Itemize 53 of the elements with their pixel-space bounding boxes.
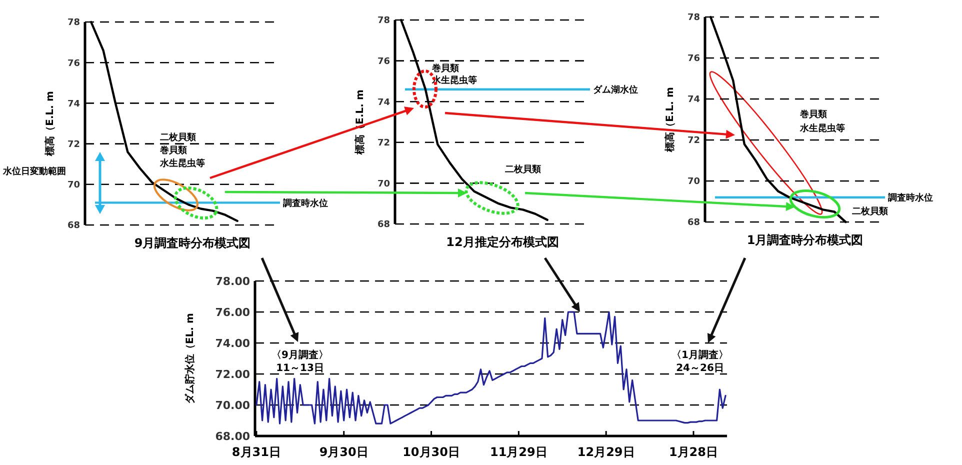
annotation: 巻貝類 bbox=[159, 145, 187, 156]
x-tick-label: 10月30日 bbox=[402, 445, 460, 459]
y-tick-label: 76 bbox=[67, 58, 80, 69]
annotation: 11～13日 bbox=[276, 363, 324, 374]
ref-line-label: 調査時水位 bbox=[887, 192, 933, 204]
y-tick-label: 78 bbox=[67, 18, 80, 28]
annotation: 巻貝類 bbox=[431, 63, 459, 74]
text: 9月調査時分布模式図 bbox=[134, 236, 251, 250]
annotation: 二枚貝類 bbox=[505, 164, 541, 175]
y-tick-label: 68.00 bbox=[215, 430, 250, 443]
y-axis-title: ダム貯水位（EL. m bbox=[184, 313, 196, 404]
y-tick-label: 74 bbox=[67, 99, 80, 110]
y-tick-label: 72 bbox=[377, 138, 390, 149]
x-tick-label: 8月31日 bbox=[232, 445, 281, 459]
y-axis-title: 標高（E.L. m bbox=[664, 87, 676, 153]
ref-line-label: ダム湖水位 bbox=[593, 84, 638, 96]
y-tick-label: 70.00 bbox=[215, 398, 250, 412]
line-series bbox=[256, 311, 726, 424]
y-tick-label: 76 bbox=[377, 56, 390, 67]
y-tick-label: 72 bbox=[67, 140, 80, 150]
annotation: 〈1月調査〉 bbox=[672, 349, 728, 361]
y-tick-label: 78.00 bbox=[215, 274, 250, 288]
y-tick-label: 76.00 bbox=[215, 306, 250, 319]
annotation: 水生昆虫等 bbox=[159, 158, 205, 169]
x-tick-label: 1月28日 bbox=[668, 445, 718, 459]
y-tick-label: 68 bbox=[377, 220, 390, 230]
y-tick-label: 68 bbox=[687, 218, 700, 228]
y-tick-label: 78 bbox=[687, 13, 700, 24]
annotation: 巻貝類 bbox=[799, 109, 827, 120]
x-tick-label: 9月30日 bbox=[319, 445, 368, 459]
annotation: 〈9月調査〉 bbox=[272, 349, 328, 361]
annotation: 二枚貝類 bbox=[852, 206, 888, 217]
y-tick-label: 70 bbox=[67, 180, 80, 191]
y-axis-title: 標高（E.L. m bbox=[44, 91, 56, 157]
y-tick-label: 74 bbox=[687, 95, 700, 106]
y-tick-label: 68 bbox=[67, 221, 80, 232]
annotation: 24～26日 bbox=[676, 363, 724, 374]
annotation: 水生昆虫等 bbox=[799, 123, 845, 134]
x-tick-label: 11月29日 bbox=[490, 445, 548, 459]
y-tick-label: 74.00 bbox=[215, 336, 250, 350]
y-tick-label: 72 bbox=[687, 136, 700, 146]
y-tick-label: 74 bbox=[377, 98, 390, 108]
y-tick-label: 72.00 bbox=[215, 368, 250, 381]
text: 12月推定分布模式図 bbox=[446, 235, 559, 249]
y-tick-label: 70 bbox=[377, 179, 390, 190]
x-tick-label: 12月29日 bbox=[577, 445, 635, 459]
text: 1月調査時分布模式図 bbox=[746, 233, 864, 247]
annotation: 二枚貝類 bbox=[160, 132, 196, 143]
text: 水位日変動範囲 bbox=[2, 166, 66, 177]
ref-line-label: 調査時水位 bbox=[282, 198, 328, 209]
y-tick-label: 70 bbox=[687, 177, 700, 188]
y-tick-label: 76 bbox=[687, 54, 700, 64]
y-tick-label: 78 bbox=[377, 16, 390, 26]
